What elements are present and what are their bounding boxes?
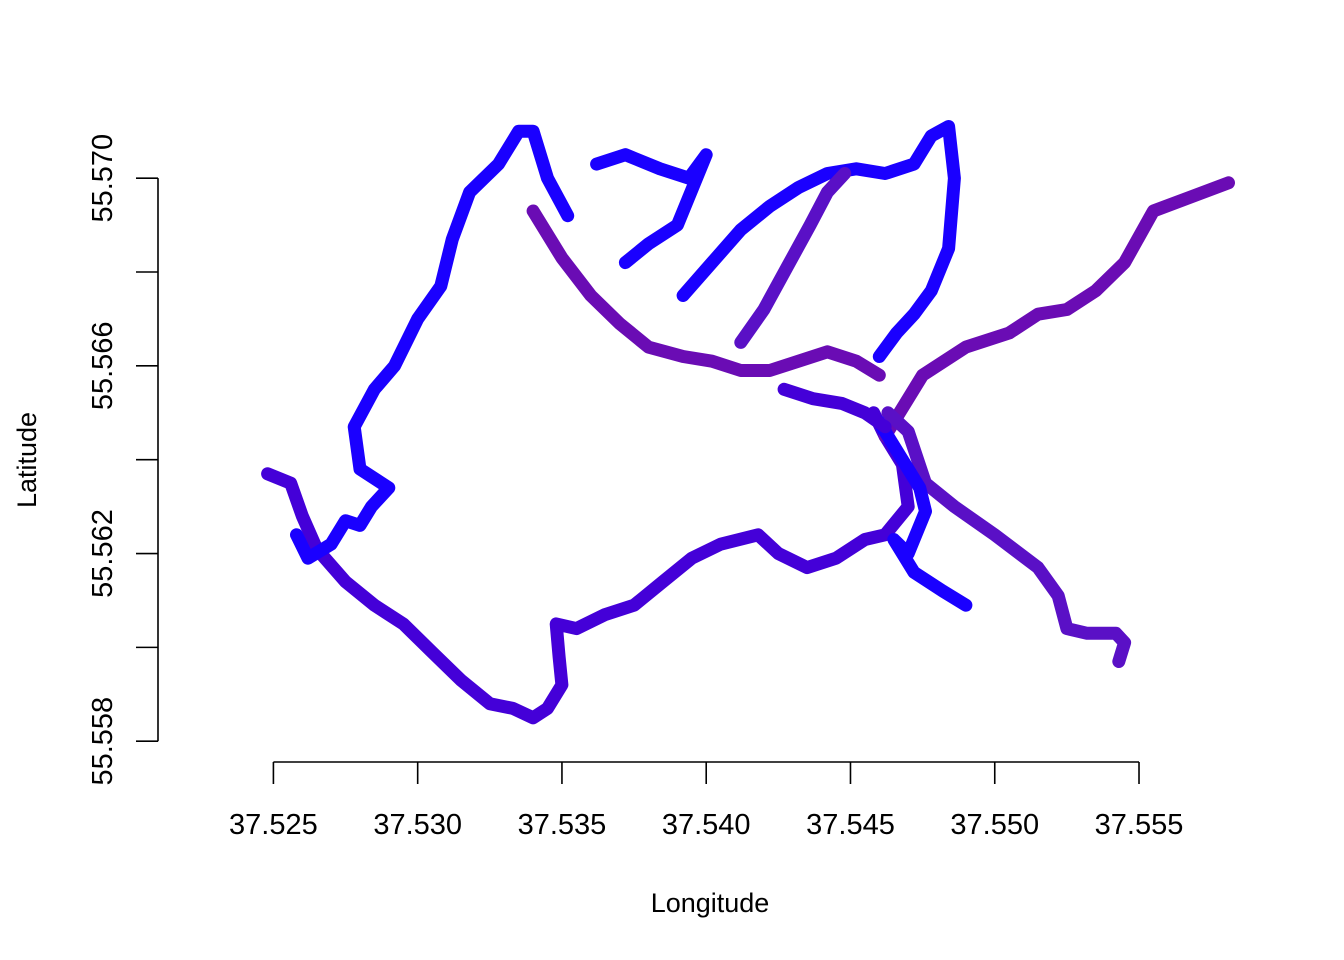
x-tick-label: 37.535: [518, 809, 607, 841]
plot-area: [261, 120, 1235, 725]
track-east-connector: [676, 120, 961, 363]
y-tick-label: 55.570: [87, 134, 119, 223]
y-ticks: 55.558 55.562 55.566 55.570: [87, 134, 158, 786]
y-tick-label: 55.562: [87, 509, 119, 598]
track-diagonal: [734, 167, 852, 349]
x-tick-label: 37.550: [950, 809, 1039, 841]
y-axis-title: Latitude: [12, 412, 42, 508]
track-northeast-road: [878, 176, 1235, 443]
x-tick-label: 37.525: [229, 809, 318, 841]
track-main-loop: [261, 406, 915, 725]
y-tick-label: 55.566: [87, 321, 119, 410]
x-axis-title: Longitude: [651, 888, 770, 918]
x-tick-label: 37.545: [806, 809, 895, 841]
track-loop-northwest: [590, 148, 713, 270]
track-north-road: [526, 204, 886, 382]
track-southeast-road: [881, 406, 1132, 668]
track-west-arc: [290, 124, 575, 565]
axes: 37.525 37.530 37.535 37.540 37.545 37.550 37.5…: [87, 134, 1183, 841]
x-tick-label: 37.530: [373, 809, 462, 841]
x-ticks: 37.525 37.530 37.535 37.540 37.545 37.550 37.5…: [229, 762, 1183, 841]
x-tick-label: 37.555: [1095, 809, 1184, 841]
track-south-branch: [872, 415, 973, 612]
track-west-spur: [777, 382, 892, 434]
y-tick-label: 55.558: [87, 697, 119, 786]
x-tick-label: 37.540: [662, 809, 751, 841]
